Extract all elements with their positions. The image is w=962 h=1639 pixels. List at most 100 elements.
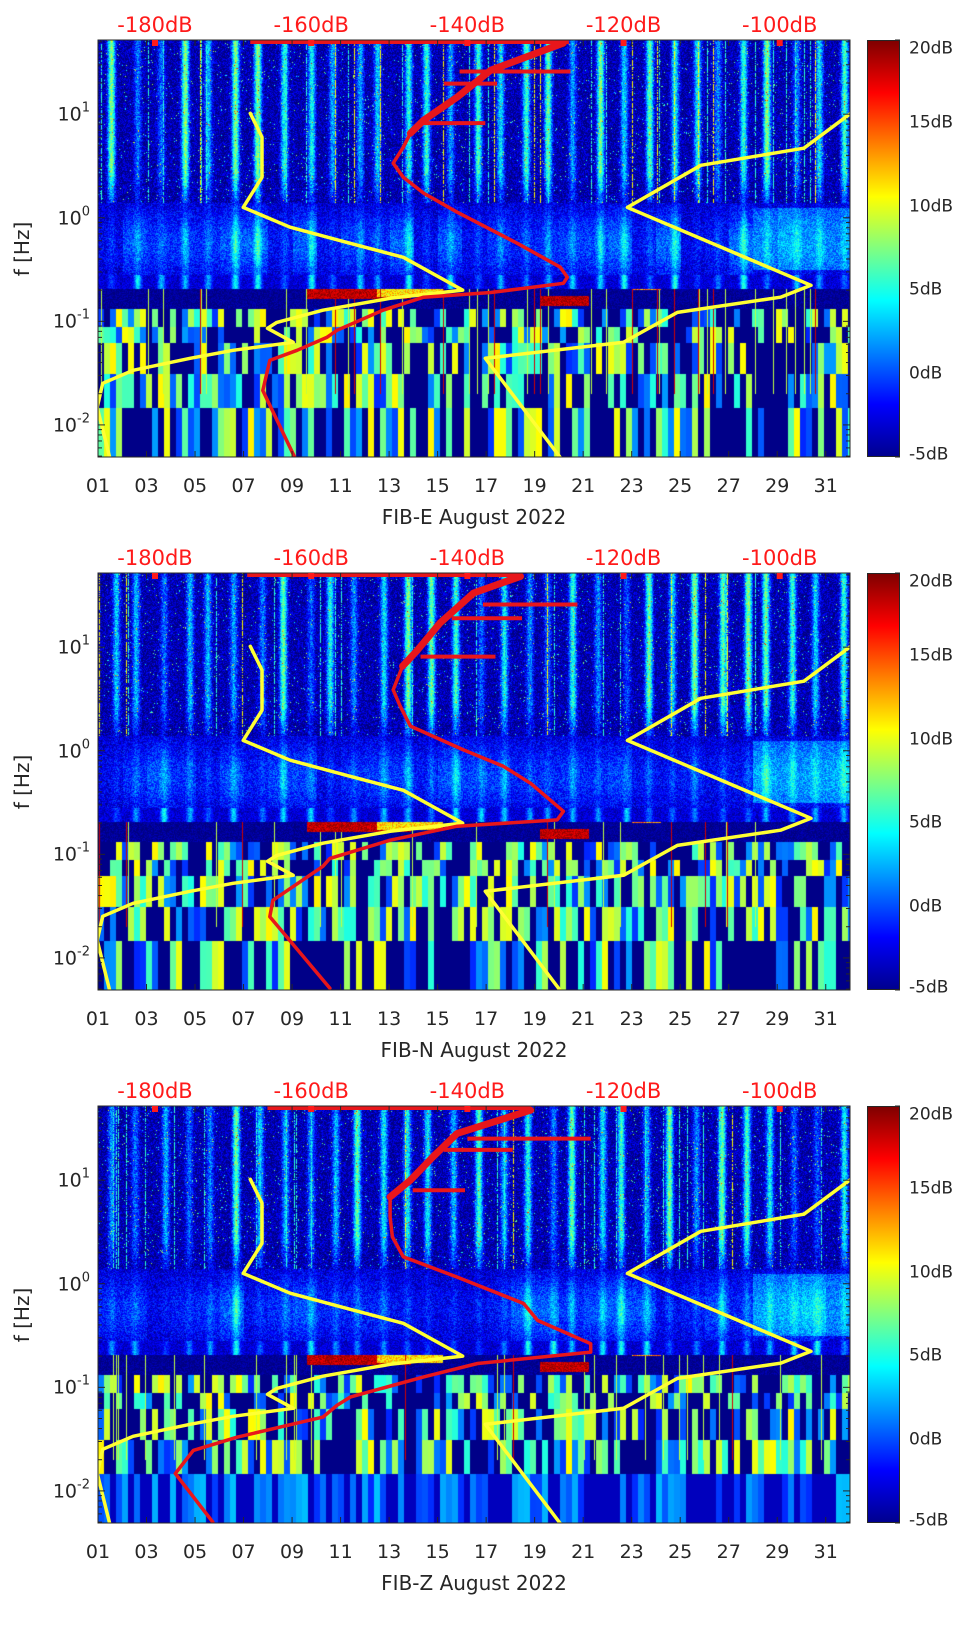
x-tick-label: 29: [765, 475, 790, 497]
axes-box: [97, 1105, 851, 1524]
high-noise-model-curve: [483, 111, 850, 457]
colorbar-label: 10dB: [909, 196, 954, 217]
x-tick-label: 05: [182, 1008, 208, 1030]
y-tick-exponent: -1: [77, 307, 90, 323]
x-tick-label: 27: [716, 1541, 741, 1563]
top-axis-db-label: -140dB: [429, 546, 506, 570]
y-tick-base: 10: [52, 414, 78, 437]
x-axis-title: FIB-E August 2022: [381, 505, 567, 529]
top-axis-tick-mark: [308, 1106, 315, 1112]
x-tick-label: 11: [328, 1541, 353, 1563]
colorbar-label: 15dB: [909, 112, 954, 133]
x-tick-label: 03: [134, 475, 159, 497]
y-tick-label: 10-1: [53, 1375, 90, 1398]
plot-overlay: [97, 39, 900, 458]
y-tick-exponent: 1: [81, 1166, 90, 1182]
x-tick-label: 17: [474, 1008, 499, 1030]
top-axis-tick-mark: [776, 40, 783, 46]
y-tick-exponent: 0: [81, 1270, 90, 1286]
y-tick-base: 10: [57, 636, 82, 659]
x-tick-label: 17: [474, 1541, 499, 1563]
y-tick-base: 10: [57, 1273, 82, 1296]
top-axis-tick-mark: [464, 40, 471, 46]
top-axis-db-label: -160dB: [273, 13, 349, 37]
x-tick-label: 01: [85, 1008, 111, 1030]
x-axis-title: FIB-Z August 2022: [381, 1571, 567, 1595]
x-tick-label: 09: [279, 1541, 305, 1563]
x-tick-label: 03: [134, 1541, 159, 1563]
y-tick-label: 10-2: [52, 412, 90, 437]
top-axis-tick-mark: [620, 573, 627, 579]
y-axis-title: f [Hz]: [10, 754, 34, 810]
y-tick-base: 10: [57, 207, 82, 230]
top-axis-tick-mark: [308, 573, 315, 579]
axes-box: [97, 39, 851, 458]
top-axis-db-label: -140dB: [429, 1079, 506, 1103]
colorbar-label: 0dB: [909, 896, 943, 917]
y-tick-label: 101: [57, 1166, 90, 1192]
colorbar-label: 5dB: [909, 279, 943, 300]
plot-overlay: [97, 1105, 900, 1524]
y-tick-label: 10-2: [53, 1478, 90, 1501]
y-tick-exponent: 0: [81, 737, 90, 753]
x-tick-label: 05: [182, 475, 208, 497]
top-axis-db-label: -180dB: [117, 13, 193, 37]
top-axis-tick-mark: [152, 573, 159, 579]
y-tick-base: 10: [52, 843, 78, 866]
top-axis-db-label: -160dB: [273, 1079, 349, 1103]
y-tick-label: 100: [58, 737, 90, 761]
x-tick-label: 01: [85, 475, 111, 497]
y-tick-exponent: 0: [81, 204, 90, 220]
colorbar-label: 0dB: [909, 363, 943, 384]
psd-curve-upper-band: [386, 1106, 535, 1201]
colorbar-label: 10dB: [909, 1262, 954, 1283]
curves-group: [98, 573, 850, 990]
psd-curve: [268, 574, 566, 990]
high-noise-model-curve: [483, 644, 850, 990]
y-tick-exponent: -1: [77, 840, 90, 856]
spectrogram-panel-3: 01 03 05 07 09 11 13 15 17 19 21 23 25 27 29 31 101 100 10…: [0, 1081, 962, 1639]
y-tick-label: 100: [57, 1270, 90, 1296]
colorbar-label: 20dB: [909, 38, 954, 59]
x-tick-label: 11: [328, 1008, 353, 1030]
top-axis-db-label: -100dB: [742, 1079, 818, 1103]
x-tick-label: 21: [571, 1008, 596, 1030]
y-tick-exponent: 1: [81, 633, 90, 649]
x-tick-label: 15: [425, 1541, 450, 1563]
x-tick-label: 07: [231, 1541, 256, 1563]
top-axis-db-label: -180dB: [117, 546, 193, 570]
x-tick-label: 09: [279, 475, 305, 497]
colorbar: [867, 40, 900, 457]
x-tick-label: 23: [619, 475, 644, 497]
psd-curve-upper-band: [399, 573, 524, 670]
y-tick-label: 10-1: [52, 307, 90, 333]
colorbar-label: 20dB: [909, 1104, 954, 1125]
colorbar-label: 0dB: [909, 1429, 943, 1450]
x-tick-label: 05: [182, 1541, 208, 1563]
high-noise-model-curve: [483, 1177, 850, 1523]
y-tick-label: 10-2: [53, 944, 90, 968]
x-tick-label: 19: [522, 1541, 547, 1563]
x-tick-label: 13: [377, 1541, 402, 1563]
y-axis-title: f [Hz]: [10, 1287, 34, 1343]
x-tick-label: 27: [716, 1008, 741, 1030]
x-tick-label: 25: [668, 1008, 693, 1030]
x-tick-label: 31: [813, 475, 838, 497]
top-axis-db-label: -120dB: [585, 546, 662, 570]
spectrogram-panel-1: 01 03 05 07 09 11 13 15 17 19 21 23 25 27 29 31 101 100 10…: [0, 15, 962, 573]
x-tick-label: 15: [425, 475, 450, 497]
x-tick-label: 31: [813, 1008, 838, 1030]
top-axis-tick-mark: [308, 40, 315, 46]
top-axis-tick-mark: [152, 40, 159, 46]
y-tick-base: 10: [52, 310, 78, 333]
y-tick-base: 10: [57, 1169, 82, 1192]
colorbar-label: -5dB: [909, 1510, 949, 1531]
top-axis-tick-mark: [776, 573, 783, 579]
x-tick-label: 11: [328, 475, 353, 497]
x-tick-label: 09: [279, 1008, 305, 1030]
y-tick-exponent: -2: [77, 944, 90, 960]
top-axis-tick-mark: [152, 1106, 159, 1112]
top-axis-db-label: -180dB: [117, 1079, 193, 1103]
y-tick-label: 101: [58, 101, 90, 124]
x-tick-label: 13: [377, 475, 402, 497]
